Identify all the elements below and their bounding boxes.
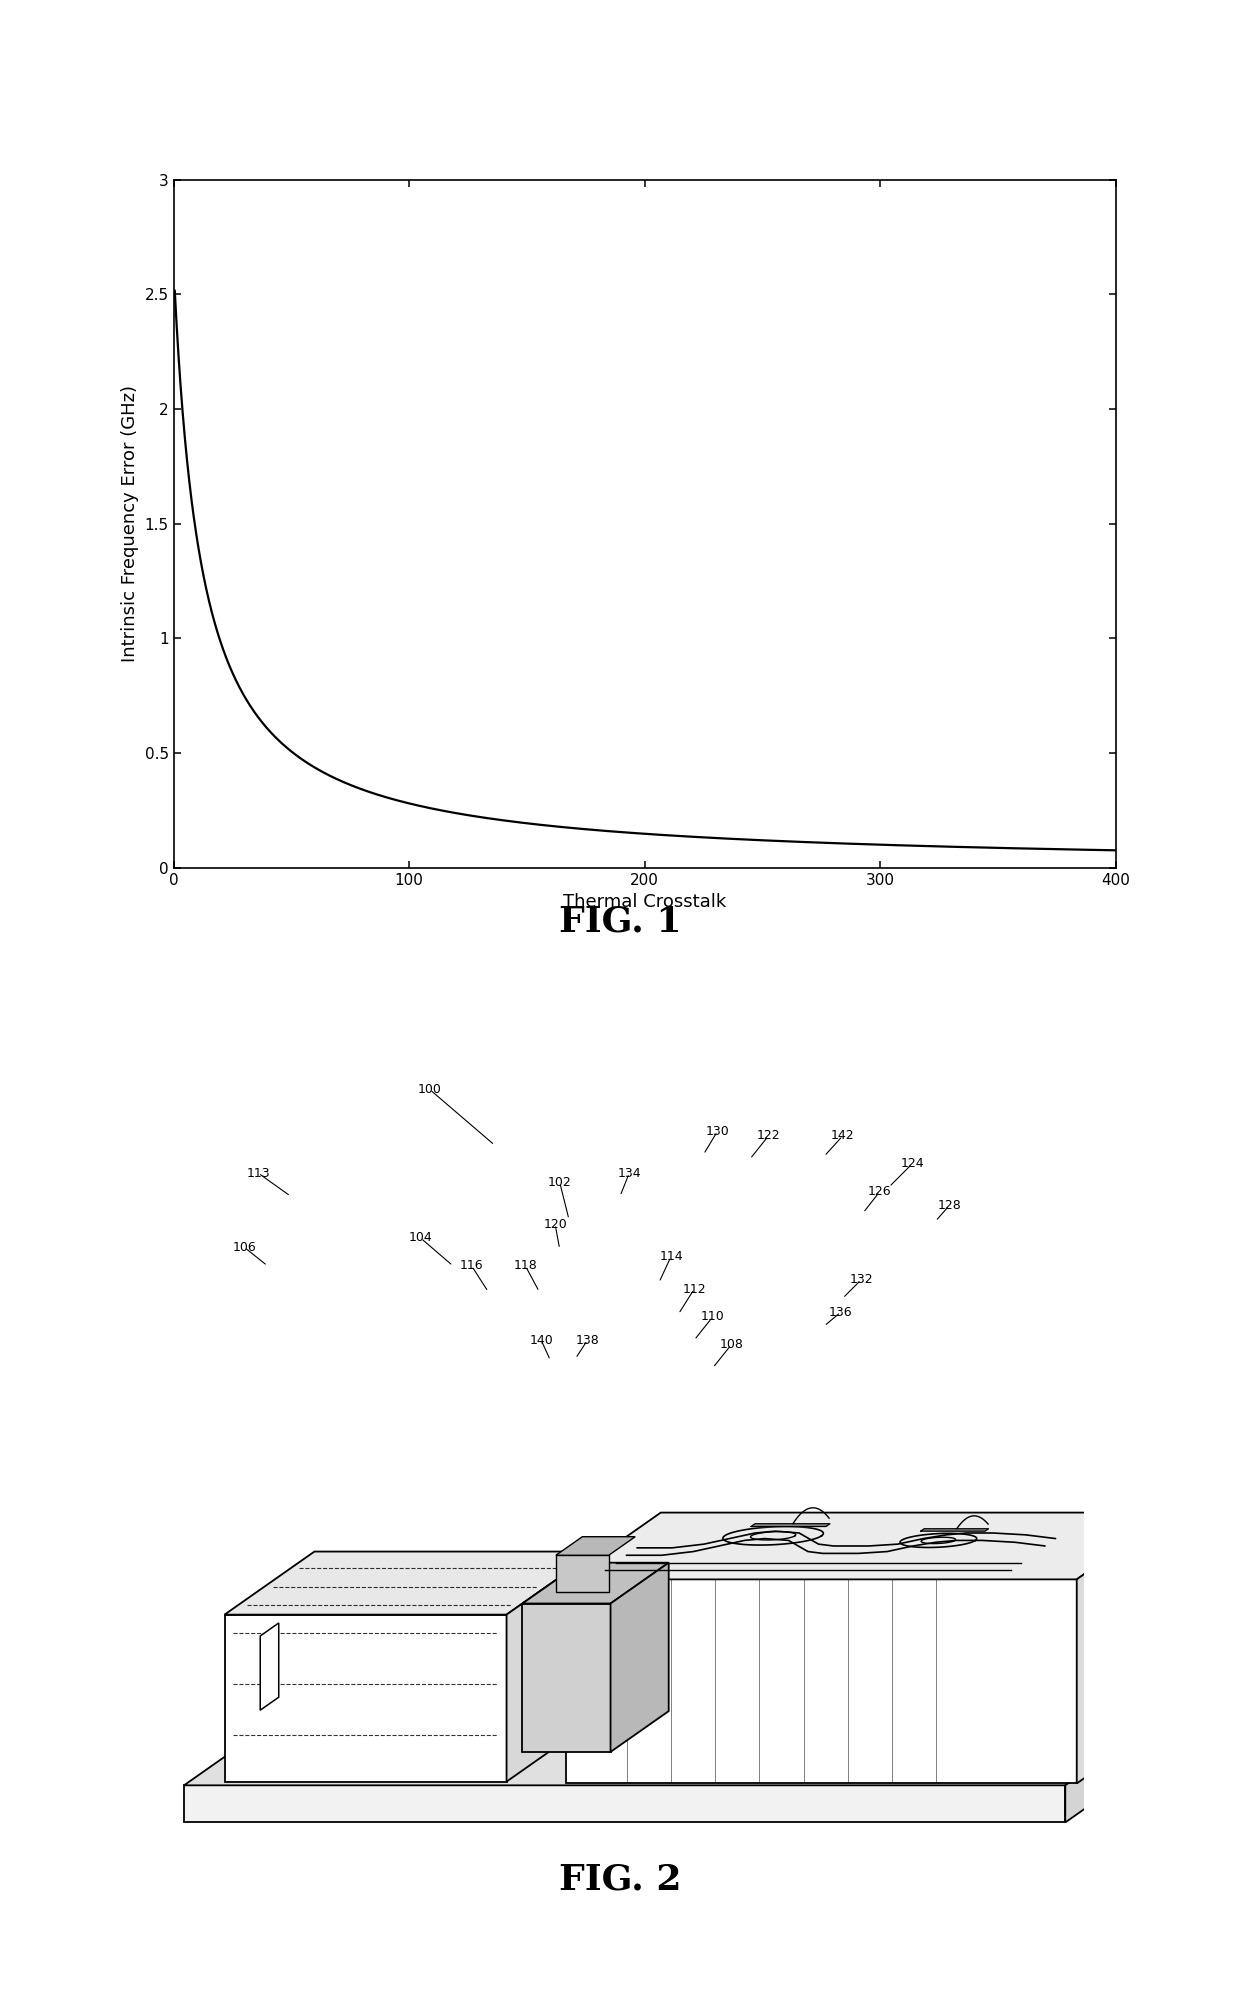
Text: 138: 138 (575, 1333, 599, 1347)
Text: 134: 134 (618, 1167, 641, 1179)
X-axis label: Thermal Crosstalk: Thermal Crosstalk (563, 894, 727, 912)
Text: 118: 118 (513, 1259, 537, 1273)
Text: 108: 108 (719, 1339, 743, 1351)
Text: 114: 114 (660, 1251, 683, 1263)
Text: 128: 128 (937, 1199, 961, 1213)
Text: 116: 116 (460, 1259, 484, 1273)
Polygon shape (565, 1580, 1076, 1784)
Polygon shape (224, 1552, 596, 1614)
Text: 100: 100 (418, 1083, 441, 1095)
Polygon shape (522, 1604, 610, 1752)
Polygon shape (184, 1786, 1065, 1823)
Text: 136: 136 (830, 1305, 853, 1319)
Text: 104: 104 (409, 1231, 433, 1245)
Text: 142: 142 (831, 1129, 854, 1143)
Polygon shape (610, 1562, 668, 1752)
Text: 113: 113 (247, 1167, 270, 1179)
Y-axis label: Intrinsic Frequency Error (GHz): Intrinsic Frequency Error (GHz) (122, 385, 139, 662)
Polygon shape (522, 1562, 668, 1604)
Text: FIG. 1: FIG. 1 (559, 904, 681, 940)
Polygon shape (184, 1716, 1166, 1786)
Text: 102: 102 (548, 1175, 572, 1189)
Polygon shape (921, 1528, 988, 1530)
Text: 130: 130 (706, 1125, 729, 1137)
Text: 110: 110 (701, 1311, 724, 1323)
Polygon shape (224, 1614, 507, 1782)
Text: 122: 122 (756, 1129, 780, 1143)
Text: 140: 140 (529, 1333, 553, 1347)
Polygon shape (556, 1556, 609, 1592)
Polygon shape (751, 1524, 830, 1526)
Text: 120: 120 (543, 1217, 567, 1231)
Text: 126: 126 (868, 1185, 892, 1199)
Text: 132: 132 (849, 1273, 873, 1287)
Polygon shape (1065, 1716, 1166, 1823)
Text: 106: 106 (232, 1241, 257, 1253)
Text: FIG. 2: FIG. 2 (559, 1861, 681, 1897)
Text: 124: 124 (900, 1157, 924, 1171)
Polygon shape (260, 1624, 279, 1710)
Polygon shape (565, 1512, 1172, 1580)
Text: 112: 112 (682, 1283, 706, 1295)
Polygon shape (507, 1552, 596, 1782)
Polygon shape (556, 1536, 635, 1556)
Polygon shape (1076, 1512, 1172, 1784)
